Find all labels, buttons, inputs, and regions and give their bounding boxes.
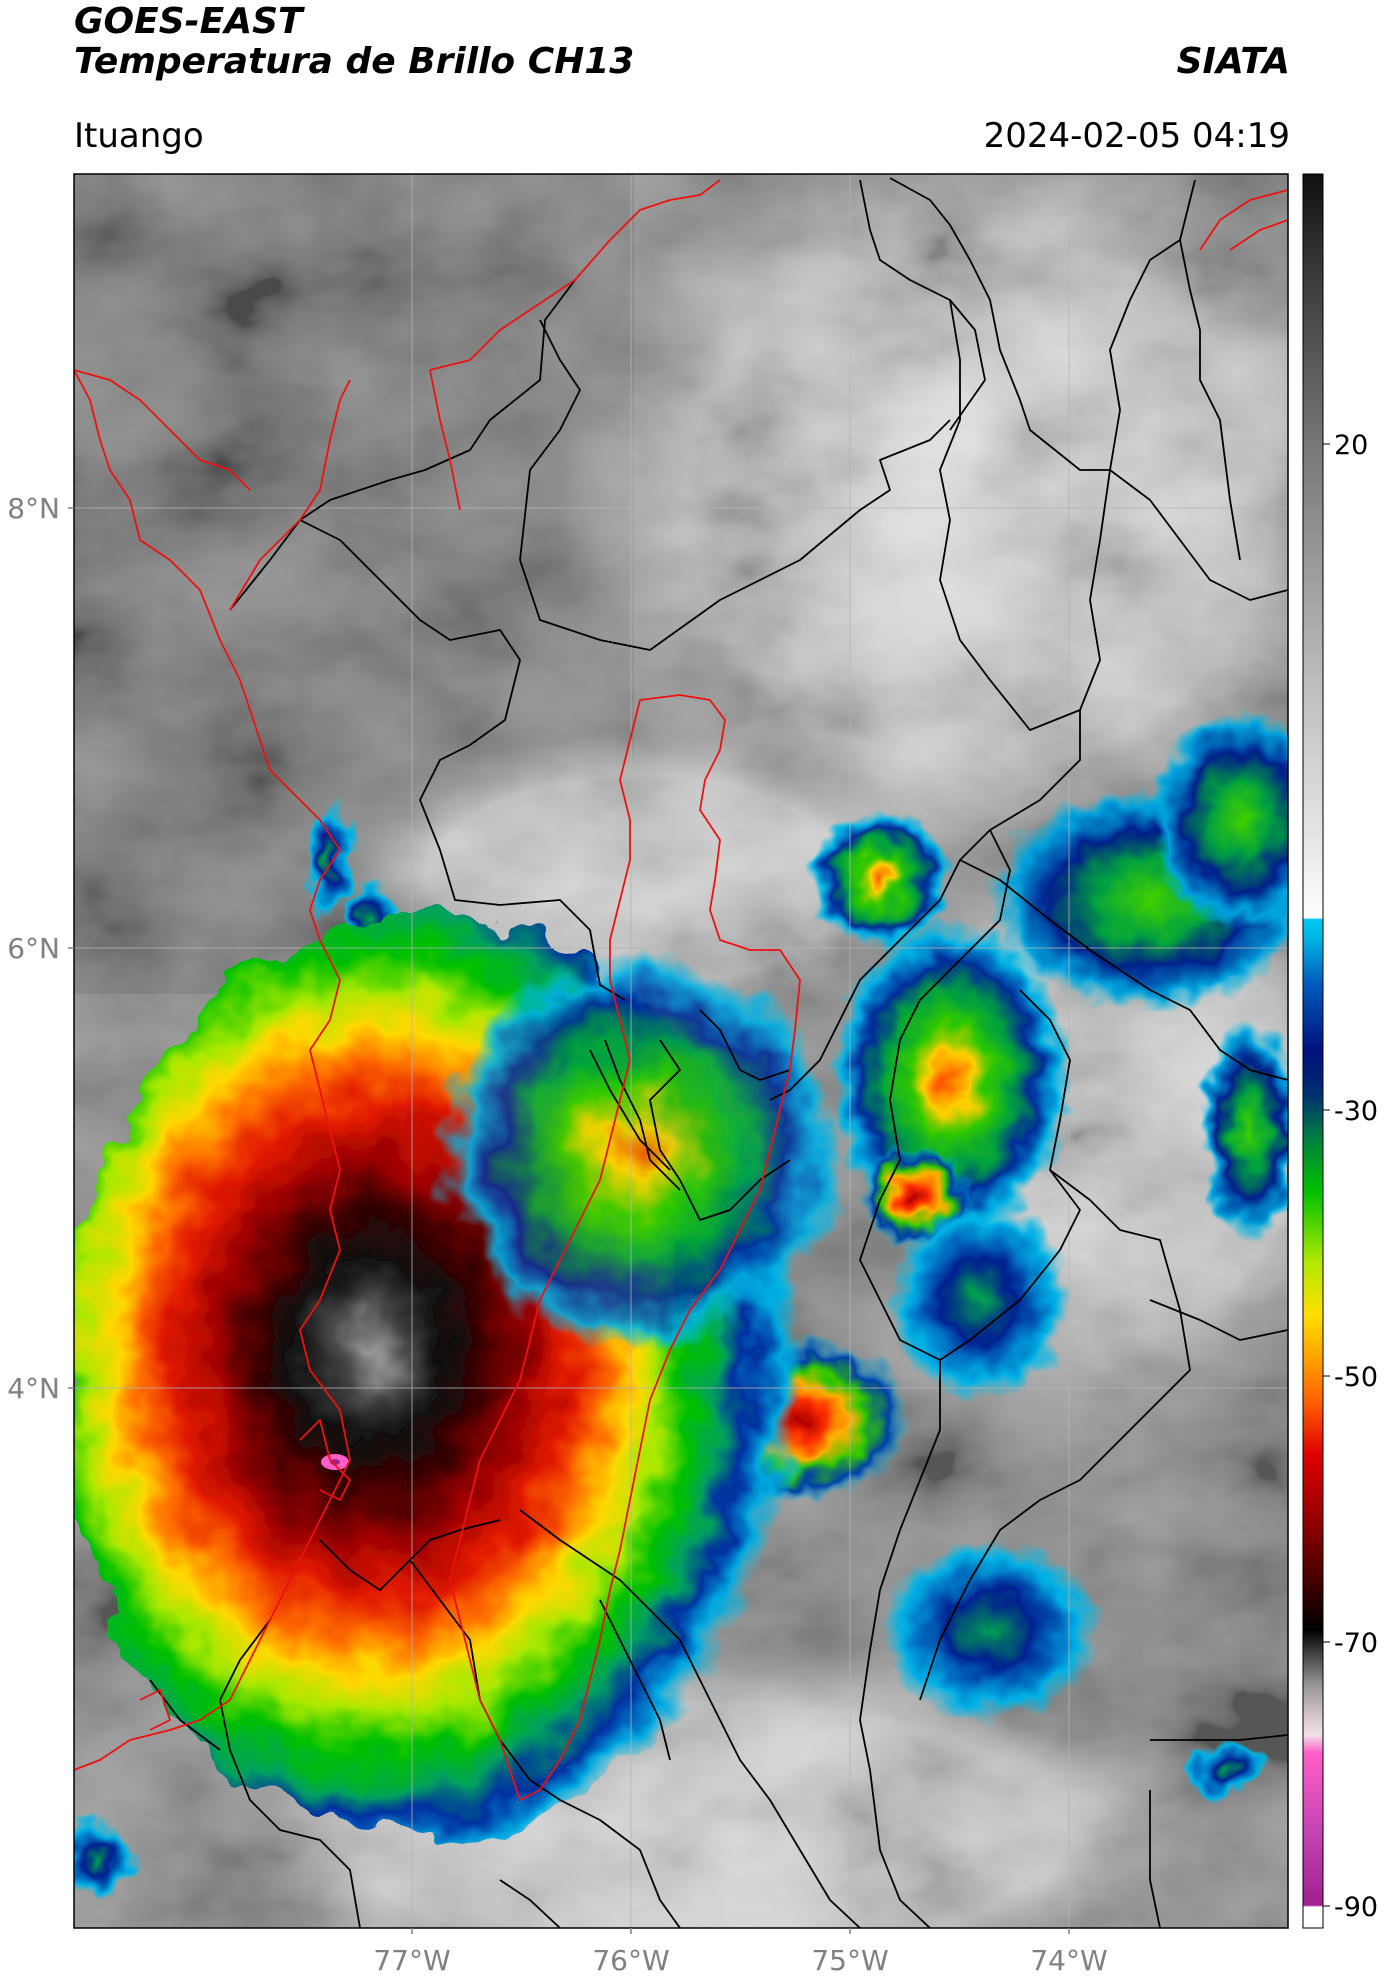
lon-label-76w: 76°W xyxy=(592,1944,669,1977)
lon-label-74w: 74°W xyxy=(1030,1944,1107,1977)
datetime-label: 2024-02-05 04:19 xyxy=(983,116,1290,156)
map-frame xyxy=(73,173,1289,1929)
colorbar-gradient xyxy=(1302,173,1324,1929)
agency-label: SIATA xyxy=(1176,41,1290,82)
lon-axis: 77°W 76°W 75°W 74°W xyxy=(373,1928,1108,1977)
lat-label-6n: 6°N xyxy=(7,932,60,965)
map-imagery xyxy=(74,174,1288,1928)
colorbar: 20 -30 -50 -70 -90 xyxy=(1302,173,1378,1929)
lat-label-4n: 4°N xyxy=(7,1372,60,1405)
lon-label-77w: 77°W xyxy=(373,1944,450,1977)
location-label: Ituango xyxy=(74,116,204,156)
red-borders xyxy=(74,179,1288,1801)
lat-axis: 8°N 6°N 4°N xyxy=(7,492,74,1405)
lon-label-75w: 75°W xyxy=(811,1944,888,1977)
colorbar-tick-minus70: -70 xyxy=(1334,1628,1378,1659)
colorbar-tick-minus30: -30 xyxy=(1334,1096,1378,1127)
department-borders xyxy=(149,177,1288,1928)
colorbar-tick-minus90: -90 xyxy=(1334,1892,1378,1923)
product-satellite: GOES-EAST xyxy=(74,1,303,42)
colorbar-tick-minus50: -50 xyxy=(1334,1362,1378,1393)
storm-system xyxy=(74,920,840,1840)
lat-label-8n: 8°N xyxy=(7,492,60,525)
colorbar-tick-20: 20 xyxy=(1334,430,1368,461)
graticule xyxy=(74,174,1288,1928)
product-title: Temperatura de Brillo CH13 xyxy=(74,41,635,82)
